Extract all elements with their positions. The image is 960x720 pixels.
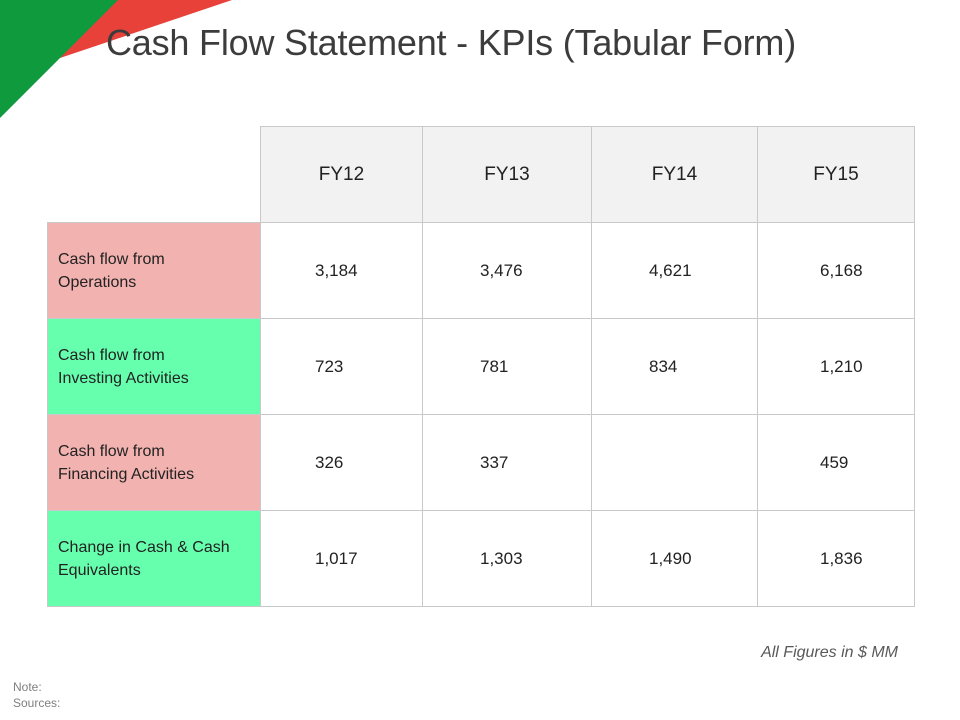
table-cell: 1,303 bbox=[422, 510, 592, 607]
row-label-line: Cash flow from bbox=[58, 442, 165, 460]
row-label-line: Cash flow from bbox=[58, 250, 165, 268]
table-cell: 326 bbox=[260, 414, 423, 511]
green-corner-triangle bbox=[0, 0, 118, 118]
row-label-line: Operations bbox=[58, 273, 137, 291]
table-cell: 1,836 bbox=[757, 510, 915, 607]
column-header-fy15: FY15 bbox=[757, 126, 915, 223]
table-row-operations: Cash flow from Operations 3,184 3,476 4,… bbox=[47, 222, 915, 319]
row-label-line: Equivalents bbox=[58, 561, 141, 579]
table-cell: 6,168 bbox=[757, 222, 915, 319]
table-row-change-in-cash: Change in Cash & Cash Equivalents 1,017 … bbox=[47, 510, 915, 607]
table-row-financing: Cash flow from Financing Activities 326 … bbox=[47, 414, 915, 511]
table-cell: 459 bbox=[757, 414, 915, 511]
column-header-fy13: FY13 bbox=[422, 126, 592, 223]
table-cell: 1,017 bbox=[260, 510, 423, 607]
row-label-operations: Cash flow from Operations bbox=[47, 222, 261, 319]
table-cell: 781 bbox=[422, 318, 592, 415]
corner-decoration bbox=[0, 0, 232, 118]
slide-title: Cash Flow Statement - KPIs (Tabular Form… bbox=[106, 22, 797, 63]
table-cell: 1,210 bbox=[757, 318, 915, 415]
row-label-financing: Cash flow from Financing Activities bbox=[47, 414, 261, 511]
kpi-table: FY12 FY13 FY14 FY15 Cash flow from Opera… bbox=[47, 126, 915, 607]
table-cell: 723 bbox=[260, 318, 423, 415]
row-label-change-in-cash: Change in Cash & Cash Equivalents bbox=[47, 510, 261, 607]
row-label-line: Investing Activities bbox=[58, 369, 189, 387]
table-cell: 4,621 bbox=[591, 222, 758, 319]
table-header-row: FY12 FY13 FY14 FY15 bbox=[47, 126, 915, 223]
table-row-investing: Cash flow from Investing Activities 723 … bbox=[47, 318, 915, 415]
column-header-fy12: FY12 bbox=[260, 126, 423, 223]
table-cell bbox=[591, 414, 758, 511]
note-label: Note: bbox=[13, 680, 42, 694]
row-label-line: Cash flow from bbox=[58, 346, 165, 364]
table-cell: 834 bbox=[591, 318, 758, 415]
row-label-line: Financing Activities bbox=[58, 465, 195, 483]
footnotes: Note: Sources: bbox=[13, 679, 60, 711]
row-label-line: Change in Cash & Cash bbox=[58, 538, 230, 556]
table-cell: 1,490 bbox=[591, 510, 758, 607]
sources-label: Sources: bbox=[13, 696, 61, 710]
table-cell: 337 bbox=[422, 414, 592, 511]
row-label-investing: Cash flow from Investing Activities bbox=[47, 318, 261, 415]
table-cell: 3,184 bbox=[260, 222, 423, 319]
column-header-fy14: FY14 bbox=[591, 126, 758, 223]
table-cell: 3,476 bbox=[422, 222, 592, 319]
units-note: All Figures in $ MM bbox=[761, 644, 898, 661]
header-corner-cell bbox=[47, 126, 261, 223]
